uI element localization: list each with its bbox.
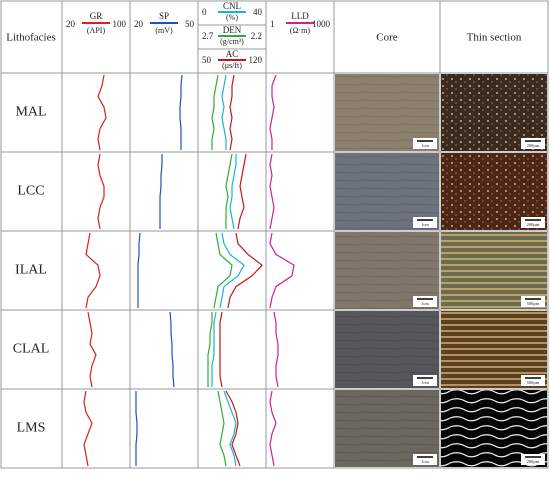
log-name: CNL — [223, 1, 241, 11]
core-scale-box — [413, 217, 437, 228]
core-scale-box — [413, 375, 437, 386]
log-min: 20 — [66, 19, 76, 29]
ac-curve — [219, 311, 223, 388]
lithofacies-label: CLAL — [13, 342, 50, 357]
ac-curve — [229, 74, 235, 151]
den-curve — [213, 232, 233, 309]
core-scale-box — [413, 454, 437, 465]
gr-curve — [97, 153, 105, 230]
thin-scale-box — [521, 454, 545, 465]
log-min: 20 — [134, 19, 144, 29]
header-lithofacies: Lithofacies — [6, 32, 55, 44]
den-curve — [217, 390, 227, 467]
thin-scale-box — [521, 375, 545, 386]
gr-curve — [83, 390, 93, 467]
ac-curve — [225, 390, 241, 467]
log-max: 40 — [253, 7, 263, 17]
thin-scale-label: 200μm — [527, 459, 540, 464]
cnl-curve — [211, 311, 217, 387]
header-core: Core — [376, 32, 398, 44]
gr-curve — [85, 232, 101, 309]
den-curve — [211, 74, 219, 150]
log-max: 50 — [185, 19, 195, 29]
den-curve — [225, 153, 233, 229]
log-min: 2.7 — [202, 31, 214, 41]
log-name: AC — [226, 49, 239, 59]
log-max: 2.2 — [251, 31, 262, 41]
core-scale-label: 1cm — [421, 143, 429, 148]
log-name: DEN — [223, 25, 242, 35]
thin-scale-label: 500μm — [527, 380, 540, 385]
core-scale-label: 1cm — [421, 301, 429, 306]
log-max: 1000 — [312, 19, 331, 29]
log-unit: (Ω·m) — [290, 26, 310, 35]
thin-scale-label: 500μm — [527, 301, 540, 306]
frame — [0, 0, 549, 469]
lld-curve — [269, 153, 275, 230]
core-scale-label: 1cm — [421, 459, 429, 464]
lithofacies-label: LMS — [17, 421, 46, 436]
log-unit: (API) — [87, 26, 106, 35]
sp-curve — [179, 74, 183, 150]
lld-curve — [269, 74, 277, 150]
log-name: SP — [159, 11, 169, 21]
thin-scale-label: 200μm — [527, 222, 540, 227]
gr-curve — [87, 311, 97, 388]
den-curve — [207, 312, 213, 387]
lithofacies-label: LCC — [17, 184, 44, 199]
core-scale-label: 1cm — [421, 380, 429, 385]
sp-curve — [169, 311, 175, 388]
log-min: 50 — [202, 55, 212, 65]
log-unit: (μs/ft) — [222, 61, 242, 70]
log-unit: (g/cm³) — [220, 37, 244, 46]
thin-scale-box — [521, 296, 545, 307]
log-unit: (mV) — [155, 26, 173, 35]
gr-curve — [97, 74, 107, 151]
log-name: GR — [90, 11, 103, 21]
core-scale-box — [413, 138, 437, 149]
log-name: LLD — [291, 11, 309, 21]
log-unit: (%) — [226, 13, 238, 22]
lld-curve — [269, 232, 295, 309]
core-scale-box — [413, 296, 437, 307]
ac-curve — [237, 153, 247, 230]
core-scale-label: 1cm — [421, 222, 429, 227]
log-min: 1 — [270, 19, 275, 29]
log-max: 100 — [113, 19, 127, 29]
lld-curve — [269, 390, 277, 467]
cnl-curve — [229, 154, 237, 230]
lithofacies-label: ILAL — [15, 263, 47, 278]
lld-curve — [273, 311, 279, 388]
sp-curve — [137, 232, 141, 308]
thin-scale-box — [521, 138, 545, 149]
sp-curve — [135, 391, 138, 466]
header-thin-section: Thin section — [467, 32, 522, 44]
cnl-curve — [221, 74, 227, 150]
ac-curve — [227, 232, 263, 309]
thin-scale-label: 200μm — [527, 143, 540, 148]
log-max: 120 — [249, 55, 263, 65]
cnl-curve — [223, 390, 237, 467]
thin-scale-box — [521, 217, 545, 228]
log-min: 0 — [202, 7, 207, 17]
cnl-curve — [219, 232, 245, 309]
sp-curve — [159, 154, 163, 229]
lithofacies-label: MAL — [15, 105, 46, 120]
